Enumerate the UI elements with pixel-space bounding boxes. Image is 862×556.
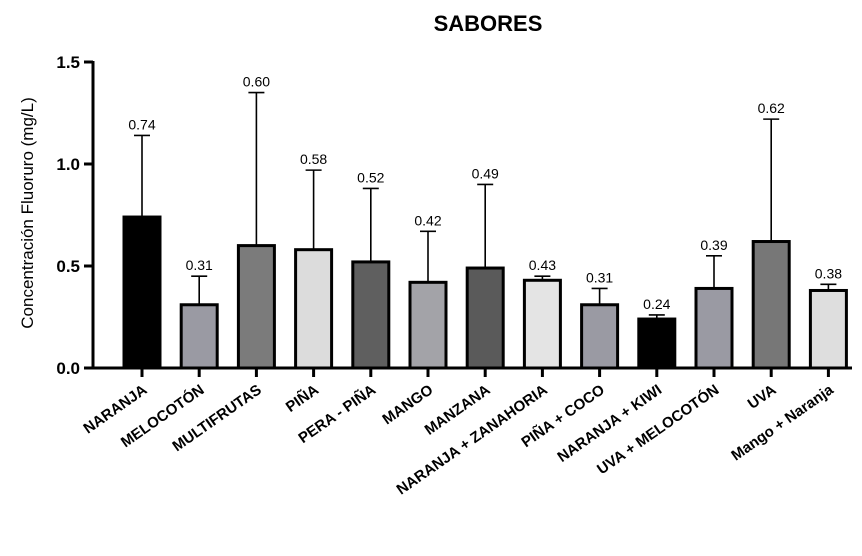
data-label: 0.62: [758, 100, 785, 116]
data-label: 0.38: [815, 265, 842, 281]
bar-11: [751, 240, 791, 370]
y-axis-label: Concentración Fluoruro (mg/L): [18, 97, 37, 328]
data-label: 0.60: [243, 74, 270, 90]
data-label: 0.39: [700, 237, 727, 253]
x-tick-label: UVA: [745, 381, 780, 413]
bar-10: [694, 286, 734, 370]
plot-area: 0.00.51.01.50.74NARANJA0.31MELOCOTÓN0.60…: [56, 53, 852, 498]
data-label: 0.58: [300, 151, 327, 167]
x-tick-label: Mango + Naranja: [728, 381, 837, 464]
bar-4: [351, 260, 391, 370]
x-tick-label: PIÑA: [282, 380, 322, 415]
bar-2: [236, 244, 276, 370]
bar-9: [637, 317, 677, 370]
data-label: 0.31: [586, 269, 613, 285]
data-label: 0.52: [357, 169, 384, 185]
bar-6: [465, 266, 505, 370]
y-tick-label: 1.5: [56, 53, 80, 72]
bar-7: [522, 278, 562, 370]
bar-1: [179, 303, 219, 370]
data-label: 0.74: [128, 116, 155, 132]
chart-title: SABORES: [434, 11, 543, 36]
data-label: 0.43: [529, 257, 556, 273]
data-label: 0.42: [414, 212, 441, 228]
y-tick-label: 1.0: [56, 155, 80, 174]
y-tick-label: 0.5: [56, 257, 80, 276]
data-label: 0.24: [643, 296, 670, 312]
bar-0: [122, 215, 162, 370]
bar-5: [408, 280, 448, 370]
data-label: 0.49: [472, 165, 499, 181]
bar-8: [580, 303, 620, 370]
y-tick-label: 0.0: [56, 359, 80, 378]
bar-12: [808, 288, 848, 370]
bar-3: [294, 248, 334, 370]
data-label: 0.31: [186, 257, 213, 273]
